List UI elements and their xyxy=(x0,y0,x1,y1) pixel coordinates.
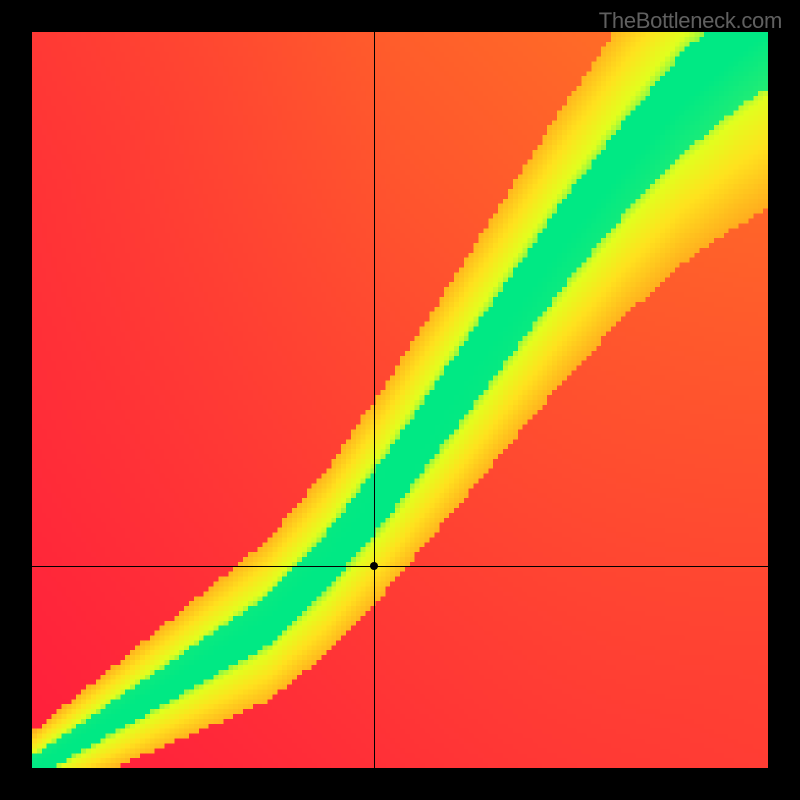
crosshair-horizontal xyxy=(32,566,768,567)
heatmap-canvas xyxy=(32,32,768,768)
crosshair-vertical xyxy=(374,32,375,768)
chart-container: TheBottleneck.com xyxy=(0,0,800,800)
watermark-text: TheBottleneck.com xyxy=(599,8,782,34)
crosshair-dot xyxy=(370,562,378,570)
plot-area xyxy=(32,32,768,768)
